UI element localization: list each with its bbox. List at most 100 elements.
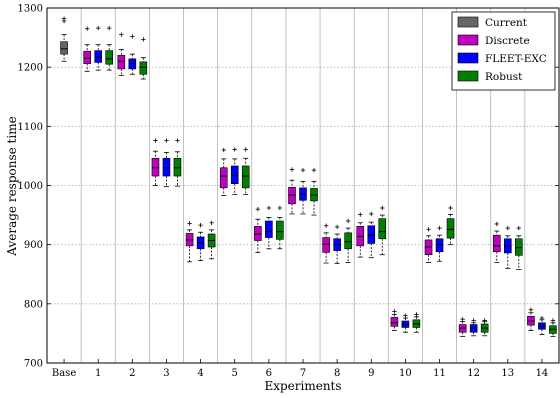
box-robust-10 bbox=[412, 312, 421, 333]
box-fleet-exc-13 bbox=[503, 225, 512, 269]
box-body bbox=[230, 165, 239, 185]
box-fleet-exc-2 bbox=[128, 34, 137, 75]
y-axis-title: Average response time bbox=[5, 116, 19, 256]
box-discrete-10 bbox=[390, 309, 399, 331]
legend-label: Discrete bbox=[485, 35, 530, 47]
y-tick-label: 900 bbox=[24, 240, 43, 251]
box-robust-14 bbox=[549, 318, 557, 337]
box-discrete-2 bbox=[117, 32, 126, 76]
box-discrete-4 bbox=[185, 221, 194, 263]
y-tick-label: 1300 bbox=[18, 4, 43, 15]
box-robust-2 bbox=[139, 37, 148, 80]
box-robust-8 bbox=[344, 218, 352, 263]
y-tick-label: 1100 bbox=[18, 122, 43, 133]
y-tick-label: 800 bbox=[24, 299, 43, 310]
x-tick-label: Base bbox=[52, 368, 76, 379]
box-fleet-exc-1 bbox=[94, 25, 102, 71]
box-robust-3 bbox=[173, 138, 182, 187]
x-tick-label: 2 bbox=[129, 368, 135, 379]
box-discrete-14 bbox=[527, 307, 535, 331]
x-axis-title: Experiments bbox=[264, 379, 341, 393]
x-tick-label: 10 bbox=[399, 368, 412, 379]
x-tick-label: 1 bbox=[95, 368, 101, 379]
y-tick-label: 700 bbox=[24, 359, 43, 370]
box-robust-12 bbox=[480, 318, 489, 337]
x-tick-label: 3 bbox=[163, 368, 169, 379]
box-body bbox=[435, 238, 444, 253]
x-tick-label: 4 bbox=[197, 368, 203, 379]
box-current-base bbox=[60, 16, 68, 62]
x-tick-label: 13 bbox=[501, 368, 514, 379]
x-tick-label: 11 bbox=[433, 368, 446, 379]
box-body bbox=[139, 61, 148, 75]
box-body bbox=[344, 232, 352, 250]
x-tick-label: 5 bbox=[232, 368, 238, 379]
box-body bbox=[117, 55, 126, 70]
box-discrete-5 bbox=[219, 147, 228, 196]
box-discrete-1 bbox=[83, 26, 91, 72]
box-layer bbox=[60, 16, 557, 337]
box-discrete-7 bbox=[288, 167, 296, 215]
box-fleet-exc-12 bbox=[469, 318, 478, 337]
legend-swatch bbox=[457, 70, 479, 82]
box-fleet-exc-14 bbox=[538, 315, 546, 336]
y-tick-label: 1000 bbox=[18, 181, 43, 192]
box-robust-1 bbox=[105, 25, 113, 71]
x-tick-label: 14 bbox=[536, 368, 549, 379]
box-robust-11 bbox=[446, 205, 455, 246]
box-body bbox=[105, 50, 113, 65]
box-discrete-12 bbox=[458, 317, 467, 337]
box-body bbox=[367, 225, 376, 244]
box-discrete-6 bbox=[254, 206, 262, 253]
box-robust-13 bbox=[514, 225, 523, 270]
box-body bbox=[492, 234, 501, 253]
box-body bbox=[254, 226, 262, 241]
box-fleet-exc-4 bbox=[196, 222, 205, 262]
legend-swatch bbox=[457, 52, 479, 64]
box-fleet-exc-10 bbox=[401, 313, 410, 333]
box-body bbox=[151, 157, 160, 177]
box-fleet-exc-6 bbox=[265, 205, 273, 250]
box-robust-5 bbox=[241, 147, 250, 195]
box-body bbox=[446, 218, 455, 239]
box-discrete-13 bbox=[492, 221, 501, 263]
x-tick-label: 12 bbox=[467, 368, 480, 379]
box-body bbox=[378, 218, 387, 240]
box-discrete-8 bbox=[322, 223, 330, 264]
box-body bbox=[94, 50, 102, 63]
x-tick-label: 7 bbox=[300, 368, 306, 379]
box-robust-7 bbox=[310, 167, 318, 216]
box-body bbox=[265, 220, 273, 238]
box-robust-9 bbox=[378, 205, 387, 256]
x-tick-label: 8 bbox=[334, 368, 340, 379]
box-fleet-exc-7 bbox=[299, 167, 307, 215]
box-body bbox=[288, 186, 296, 205]
legend-label: FLEET-EXC bbox=[485, 53, 547, 65]
box-body bbox=[390, 317, 399, 327]
box-discrete-9 bbox=[356, 212, 365, 258]
box-body bbox=[83, 50, 91, 64]
legend-label: Current bbox=[485, 17, 528, 29]
legend-label: Robust bbox=[485, 71, 523, 83]
legend-swatch bbox=[457, 34, 479, 46]
box-body bbox=[162, 157, 171, 177]
box-body bbox=[241, 165, 250, 189]
box-body bbox=[173, 157, 182, 177]
box-body bbox=[219, 167, 228, 189]
box-robust-6 bbox=[276, 205, 284, 250]
box-fleet-exc-3 bbox=[162, 138, 171, 188]
box-fleet-exc-11 bbox=[435, 225, 444, 262]
box-body bbox=[276, 220, 284, 240]
box-body bbox=[514, 238, 523, 256]
box-body bbox=[322, 237, 330, 253]
box-discrete-3 bbox=[151, 138, 160, 186]
legend: Current Discrete FLEET-EXC Robust bbox=[451, 11, 556, 91]
x-tick-label: 9 bbox=[368, 368, 374, 379]
box-fleet-exc-9 bbox=[367, 211, 376, 259]
legend-swatch bbox=[457, 16, 479, 28]
box-robust-4 bbox=[207, 220, 216, 260]
box-fleet-exc-5 bbox=[230, 147, 239, 195]
x-tick-label: 6 bbox=[266, 368, 272, 379]
